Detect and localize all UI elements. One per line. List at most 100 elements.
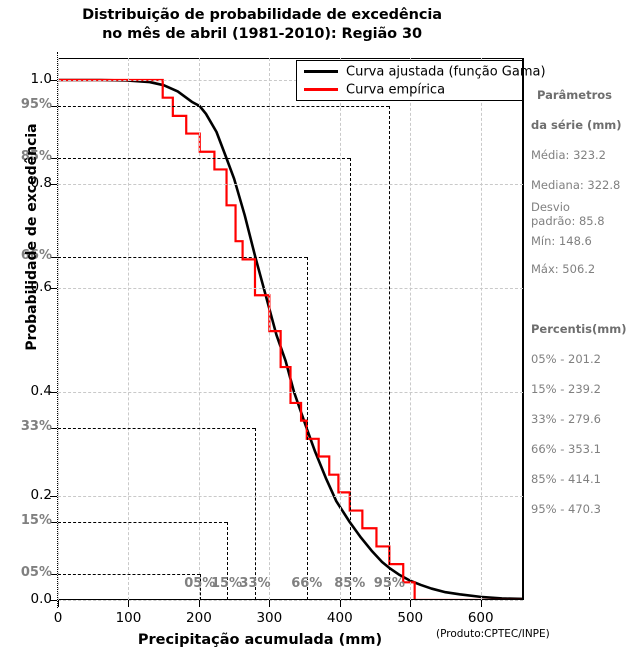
plot-area: Curva ajustada (função Gama) Curva empír… [58, 58, 546, 601]
percentile-guide-v-85 [349, 158, 351, 600]
x-tick-600 [480, 600, 482, 607]
x-percentile-label-33: 33% [239, 576, 271, 591]
legend-label-empirical: Curva empírica [346, 82, 446, 98]
y-tick-label-15pct: 15% [20, 513, 52, 528]
gridline-y-0.0 [58, 600, 523, 601]
x-tick-100 [128, 600, 130, 607]
gridline-x-200 [198, 58, 200, 600]
y-tick-0.2 [50, 496, 57, 497]
x-tick-200 [198, 600, 200, 607]
x-tick-300 [269, 600, 271, 607]
param-mediana: Mediana: 322.8 [531, 178, 621, 192]
x-percentile-label-05: 05% [184, 576, 216, 591]
x-percentile-label-66: 66% [291, 576, 323, 591]
y-tick-label-85pct: 85% [20, 149, 52, 164]
percentile-guide-h-66 [58, 256, 307, 258]
legend-swatch-empirical [304, 88, 338, 91]
percentile-guide-h-33 [58, 428, 255, 430]
x-tick-label-0: 0 [53, 610, 63, 626]
gridline-y-1.0 [58, 80, 523, 81]
y-tick-05pct [50, 574, 57, 575]
x-axis-title: Precipitação acumulada (mm) [137, 632, 383, 648]
y-tick-1.0 [50, 80, 57, 81]
plot-frame-bottom [58, 599, 523, 600]
gridline-x-0 [58, 58, 59, 600]
y-tick-33pct [50, 428, 57, 430]
y-tick-label-05pct: 05% [20, 565, 52, 580]
title-line-1: Distribuição de probabilidade de excedên… [82, 7, 442, 23]
x-percentile-label-85: 85% [334, 576, 366, 591]
y-tick-66pct [50, 256, 57, 258]
page-title: Distribuição de probabilidade de excedên… [0, 6, 524, 44]
y-tick-label-0.6: 0.6 [30, 279, 52, 295]
y-axis-line [57, 52, 58, 608]
percentile-guide-h-95 [58, 106, 390, 107]
x-percentile-label-15: 15% [210, 576, 243, 591]
percentile-guide-v-33 [254, 428, 256, 600]
x-tick-label-300: 300 [256, 610, 283, 626]
percentil-row-2: 33% - 279.6 [531, 412, 601, 426]
gridline-y-0.6 [58, 288, 523, 289]
y-tick-label-0.4: 0.4 [30, 383, 52, 399]
y-tick-0.0 [50, 600, 57, 601]
x-tick-label-200: 200 [186, 610, 212, 626]
y-tick-0.8 [50, 184, 57, 185]
percentile-guide-v-15 [226, 522, 228, 600]
gridline-x-300 [269, 58, 271, 600]
x-tick-500 [410, 600, 412, 607]
panel-divider [523, 58, 524, 600]
percentil-row-3: 66% - 353.1 [531, 442, 601, 456]
percentil-row-0: 05% - 201.2 [531, 352, 601, 366]
gridline-x-100 [128, 58, 130, 600]
param-desvio-line-1: Desvio [531, 200, 570, 214]
param-max: Máx: 506.2 [531, 262, 596, 276]
percentil-row-4: 85% - 414.1 [531, 472, 601, 486]
y-tick-label-33pct: 33% [20, 419, 52, 435]
params-title-line-2: da série (mm) [531, 118, 622, 132]
y-tick-95pct [50, 106, 57, 107]
y-tick-0.6 [50, 288, 57, 289]
y-tick-label-1.0: 1.0 [30, 71, 52, 87]
x-tick-label-100: 100 [115, 610, 142, 626]
params-block: Parâmetros da série (mm) Média: 323.2 Me… [531, 88, 639, 276]
param-desvio-line-2: padrão: 85.8 [531, 214, 605, 228]
percentis-title: Percentis(mm) [531, 322, 627, 336]
product-credit: (Produto:CPTEC/INPE) [436, 628, 550, 640]
percentile-guide-h-05 [58, 574, 200, 575]
y-axis-title: Probabilidade de excedência [24, 123, 40, 351]
gridline-y-0.2 [58, 496, 523, 497]
percentile-guide-h-85 [58, 158, 350, 159]
percentile-guide-h-15 [58, 522, 227, 523]
y-tick-label-0.8: 0.8 [30, 175, 52, 191]
gridline-y-0.8 [58, 184, 523, 185]
percentile-guide-v-95 [389, 106, 391, 600]
plot-frame-right [522, 58, 523, 600]
legend-item-empirical: Curva empírica [304, 81, 445, 99]
y-tick-0.4 [50, 392, 57, 393]
y-tick-label-0.0: 0.0 [30, 591, 52, 607]
percentis-block: Percentis(mm) 05% - 201.2 15% - 239.2 33% … [531, 322, 639, 516]
x-tick-label-600: 600 [467, 610, 494, 626]
x-tick-400 [339, 600, 341, 607]
title-line-2: no mês de abril (1981-2010): Região 30 [102, 26, 422, 42]
percentil-row-5: 95% - 470.3 [531, 502, 601, 516]
param-media: Média: 323.2 [531, 148, 606, 162]
percentile-guide-v-66 [306, 256, 308, 600]
legend-box: Curva ajustada (função Gama) Curva empír… [296, 60, 546, 101]
y-tick-label-95pct: 95% [20, 97, 52, 112]
x-tick-0 [58, 600, 59, 607]
percentile-guide-v-05 [199, 574, 201, 600]
gridline-x-600 [480, 58, 482, 600]
x-tick-label-400: 400 [326, 610, 353, 626]
x-tick-label-500: 500 [397, 610, 424, 626]
percentis-list: 05% - 201.2 15% - 239.2 33% - 279.6 66% - 3… [531, 352, 639, 516]
legend-label-fitted: Curva ajustada (função Gama) [346, 64, 546, 80]
param-min: Mín: 148.6 [531, 234, 592, 248]
y-tick-15pct [50, 522, 57, 523]
legend-item-fitted: Curva ajustada (função Gama) [304, 63, 546, 81]
percentil-row-1: 15% - 239.2 [531, 382, 601, 396]
gridline-x-400 [339, 58, 341, 600]
legend-swatch-fitted [304, 70, 338, 73]
gridline-y-0.4 [58, 392, 523, 393]
y-tick-label-66pct: 66% [20, 247, 52, 263]
